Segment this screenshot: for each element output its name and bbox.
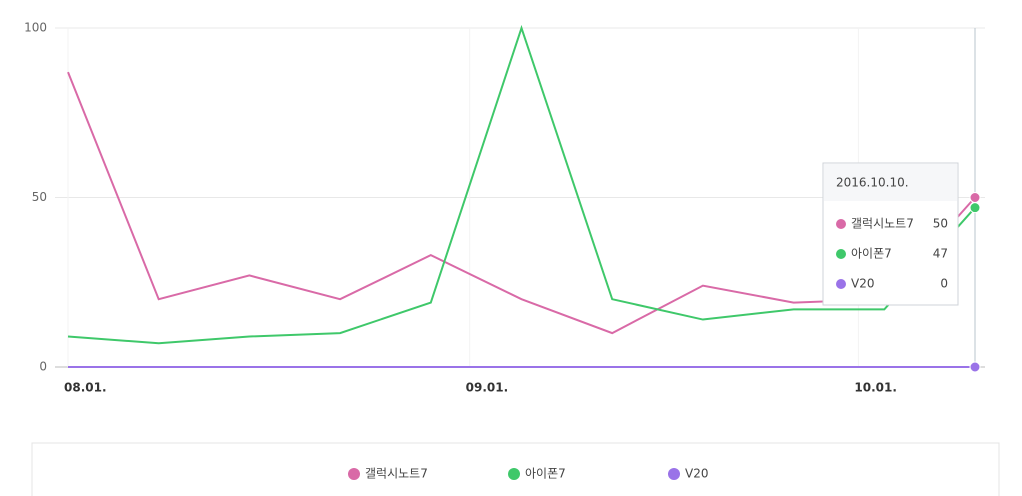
- legend-swatch: [668, 468, 680, 480]
- x-tick-label: 09.01.: [466, 381, 509, 395]
- tooltip-name: 갤럭시노트7: [851, 217, 914, 231]
- hover-point: [969, 361, 981, 373]
- legend-label: V20: [685, 467, 708, 481]
- tooltip-name: V20: [851, 277, 874, 291]
- y-tick-label: 0: [39, 360, 47, 374]
- y-tick-label: 100: [24, 21, 47, 35]
- legend-label: 갤럭시노트7: [365, 467, 428, 481]
- tooltip-value: 0: [940, 277, 948, 291]
- tooltip-title: 2016.10.10.: [836, 176, 909, 190]
- x-tick-label: 08.01.: [64, 381, 107, 395]
- tooltip-value: 50: [933, 217, 948, 231]
- legend-label: 아이폰7: [525, 467, 566, 481]
- tooltip-swatch: [836, 219, 846, 229]
- tooltip-swatch: [836, 249, 846, 259]
- hover-point: [969, 192, 981, 203]
- tooltip: 2016.10.10. 갤럭시노트7 50 아이폰7 47 V20 0: [822, 162, 959, 306]
- tooltip-swatch: [836, 279, 846, 289]
- x-tick-label: 10.01.: [854, 381, 897, 395]
- tooltip-name: 아이폰7: [851, 247, 892, 261]
- legend-swatch: [508, 468, 520, 480]
- legend-swatch: [348, 468, 360, 480]
- series-line: [67, 24, 976, 345]
- tooltip-header: [824, 164, 957, 201]
- y-tick-label: 50: [32, 190, 47, 204]
- hover-point: [969, 202, 981, 214]
- tooltip-value: 47: [933, 247, 948, 261]
